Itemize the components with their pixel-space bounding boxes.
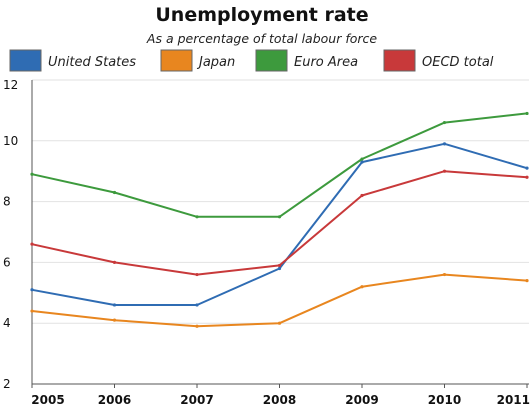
data-point-oecd-total — [30, 242, 34, 246]
legend-label-euro-area: Euro Area — [294, 55, 358, 70]
series-line-oecd-total — [31, 170, 528, 276]
data-point-united-states — [525, 166, 529, 170]
legend-swatch-oecd-total — [383, 49, 416, 72]
data-point-oecd-total — [525, 175, 529, 179]
y-tick-label: 8 — [3, 195, 11, 209]
data-point-oecd-total — [442, 169, 447, 173]
data-point-oecd-total — [277, 263, 282, 268]
data-point-euro-area — [360, 157, 364, 161]
legend-label-oecd-total: OECD total — [422, 55, 494, 70]
y-tick-label: 6 — [3, 255, 11, 269]
x-tick-label: 2008 — [263, 393, 296, 407]
data-point-japan — [30, 309, 34, 313]
data-point-united-states — [360, 160, 364, 164]
chart-series-lines — [30, 111, 529, 328]
legend-swatch-united-states — [9, 49, 42, 72]
data-point-euro-area — [525, 111, 529, 116]
data-point-euro-area — [30, 172, 34, 176]
series-line-japan — [31, 273, 528, 328]
y-tick-label: 10 — [3, 134, 18, 148]
x-tick-label: 2007 — [180, 393, 213, 407]
data-point-oecd-total — [112, 260, 117, 264]
x-tick-label: 2011 — [497, 393, 530, 407]
y-tick-label: 12 — [3, 78, 18, 92]
data-point-japan — [195, 324, 199, 328]
data-point-japan — [525, 279, 529, 283]
chart-axes: 2 4 6 8 10 12 2005 2006 2007 2008 2009 2010 2011 — [3, 78, 530, 407]
data-point-united-states — [112, 303, 117, 307]
data-point-japan — [112, 318, 117, 322]
data-point-oecd-total — [195, 272, 199, 277]
chart-legend: United States Japan Euro Area OECD total — [9, 49, 494, 72]
data-point-japan — [277, 321, 282, 325]
legend-swatch-euro-area — [255, 49, 288, 72]
data-point-japan — [360, 285, 364, 289]
x-tick-label: 2010 — [428, 393, 461, 407]
data-point-euro-area — [112, 190, 117, 195]
data-point-united-states — [195, 303, 199, 307]
data-point-united-states — [277, 266, 282, 271]
legend-label-japan: Japan — [196, 55, 235, 70]
data-point-euro-area — [195, 215, 199, 219]
legend-label-united-states: United States — [48, 55, 136, 70]
chart-gridlines — [32, 79, 529, 324]
chart-subtitle: As a percentage of total labour force — [146, 31, 377, 46]
x-tick-label: 2006 — [98, 393, 131, 407]
legend-swatch-japan — [160, 49, 193, 72]
data-point-united-states — [442, 142, 447, 146]
series-line-united-states — [31, 142, 528, 306]
x-tick-label: 2009 — [345, 393, 378, 407]
y-tick-label: 4 — [3, 316, 11, 330]
data-point-japan — [442, 272, 447, 277]
data-point-united-states — [30, 288, 34, 292]
x-tick-label: 2005 — [31, 393, 64, 407]
y-tick-label: 2 — [3, 377, 11, 391]
data-point-oecd-total — [360, 193, 364, 198]
chart-title: Unemployment rate — [155, 4, 368, 26]
data-point-euro-area — [442, 120, 447, 125]
data-point-euro-area — [277, 215, 282, 219]
